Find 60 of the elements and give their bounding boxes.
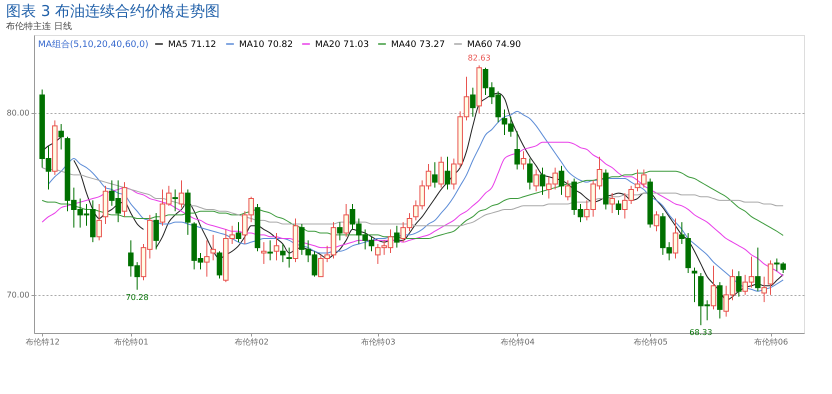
candlestick [768,260,774,296]
legend-label: MA60 74.90 [467,40,522,50]
candlestick [96,203,102,241]
candlestick [444,156,450,190]
candlestick [558,165,564,196]
legend-label: MA40 73.27 [391,40,445,50]
candlestick [394,225,400,248]
candlestick [527,158,533,190]
legend-label: MA20 71.03 [315,40,369,50]
candlestick [204,240,210,278]
candlestick [533,168,539,192]
chart-title: 图表 3 布油连续合约价格走势图 [6,2,220,20]
x-tick-label: 布伦特01 [114,338,148,346]
candlestick [261,242,267,264]
candlestick [236,222,242,243]
x-tick-label: 布伦特03 [361,338,396,346]
candlestick [654,210,660,232]
annotation: 68.33 [689,328,712,338]
candlestick [710,265,716,310]
candlestick [761,276,767,303]
candlestick [672,218,678,259]
candlestick [755,247,761,292]
x-tick-label: 布伦特06 [754,338,788,346]
y-tick-label: 70.00 [6,290,30,300]
candlestick [717,282,723,319]
candlestick [470,87,476,118]
x-tick-label: 布伦特12 [26,338,60,346]
candlestick [267,240,273,261]
candlestick [122,182,128,218]
candlestick [172,188,178,212]
candlestick [432,162,438,188]
candlestick [58,124,64,150]
candlestick [514,130,520,170]
legend-label: MA10 70.82 [239,40,293,50]
annotation: 70.28 [126,292,149,302]
legend-title: MA组合(5,10,20,40,60,0) [38,39,149,50]
candlestick [280,243,286,263]
candlestick [178,180,184,208]
candlestick [540,167,546,196]
x-tick-label: 布伦特02 [234,338,269,346]
candlestick [153,212,159,250]
candlestick [520,150,526,170]
x-tick-label: 布伦特04 [500,338,535,346]
candlestick [274,232,280,261]
x-tick-label: 布伦特05 [634,338,668,346]
candlestick [692,267,698,303]
y-tick-label: 80.00 [6,108,30,118]
candlestick [609,192,615,214]
chart-subtitle: 布伦特主连 日线 [6,21,72,32]
candlestick [736,270,742,298]
candlestick [565,180,571,201]
annotation: 82.63 [468,53,491,62]
candlestick [216,250,222,279]
candlestick [343,203,349,238]
candlestick [337,222,343,241]
legend-label: MA5 71.12 [168,40,216,50]
candlestick [286,247,292,268]
candlestick [210,234,216,261]
candlestick [616,200,622,216]
candlestick [438,156,444,188]
